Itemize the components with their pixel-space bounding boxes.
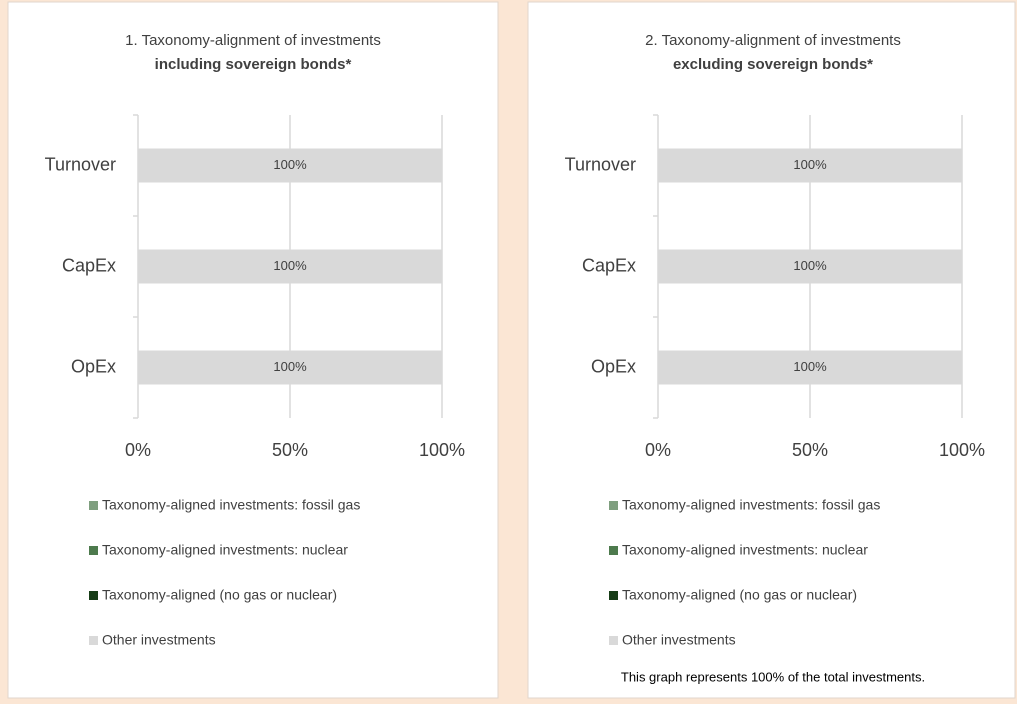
x-tick-label: 0%	[645, 440, 671, 460]
legend-label: Taxonomy-aligned investments: nuclear	[102, 542, 348, 558]
legend-swatch	[89, 501, 98, 510]
legend-label: Taxonomy-aligned (no gas or nuclear)	[102, 587, 337, 603]
y-tick-label: OpEx	[591, 356, 636, 376]
panel	[527, 1, 1016, 699]
x-tick-label: 0%	[125, 440, 151, 460]
legend-swatch	[609, 501, 618, 510]
y-tick-label: Turnover	[45, 154, 116, 174]
y-tick-label: CapEx	[582, 255, 636, 275]
legend-label: Taxonomy-aligned investments: fossil gas	[102, 497, 360, 513]
y-tick-label: OpEx	[71, 356, 116, 376]
chart-title: 1. Taxonomy-alignment of investments	[125, 32, 381, 49]
legend-swatch	[89, 636, 98, 645]
bar-segment	[658, 350, 962, 385]
legend-label: Taxonomy-aligned (no gas or nuclear)	[622, 587, 857, 603]
legend-label: Other investments	[102, 632, 216, 648]
value-label: 100%	[793, 359, 827, 374]
value-label: 100%	[793, 157, 827, 172]
x-tick-label: 50%	[272, 440, 308, 460]
x-tick-label: 100%	[419, 440, 465, 460]
bar-segment	[138, 249, 442, 284]
y-tick-label: Turnover	[565, 154, 636, 174]
bar-segment	[138, 148, 442, 183]
legend-swatch	[609, 591, 618, 600]
legend-swatch	[89, 546, 98, 555]
chart-subtitle: including sovereign bonds*	[155, 56, 352, 73]
value-label: 100%	[273, 157, 307, 172]
bar-segment	[658, 249, 962, 284]
legend-label: Taxonomy-aligned investments: nuclear	[622, 542, 868, 558]
legend-label: Other investments	[622, 632, 736, 648]
chart-title: 2. Taxonomy-alignment of investments	[645, 32, 901, 49]
chart-subtitle: excluding sovereign bonds*	[673, 56, 873, 73]
bar-segment	[658, 148, 962, 183]
value-label: 100%	[273, 258, 307, 273]
y-tick-label: CapEx	[62, 255, 116, 275]
legend-label: Taxonomy-aligned investments: fossil gas	[622, 497, 880, 513]
legend-swatch	[609, 546, 618, 555]
legend-swatch	[609, 636, 618, 645]
legend-swatch	[89, 591, 98, 600]
panel	[7, 1, 499, 699]
note: This graph represents 100% of the total …	[621, 669, 925, 684]
x-tick-label: 100%	[939, 440, 985, 460]
bar-segment	[138, 350, 442, 385]
x-tick-label: 50%	[792, 440, 828, 460]
value-label: 100%	[793, 258, 827, 273]
value-label: 100%	[273, 359, 307, 374]
